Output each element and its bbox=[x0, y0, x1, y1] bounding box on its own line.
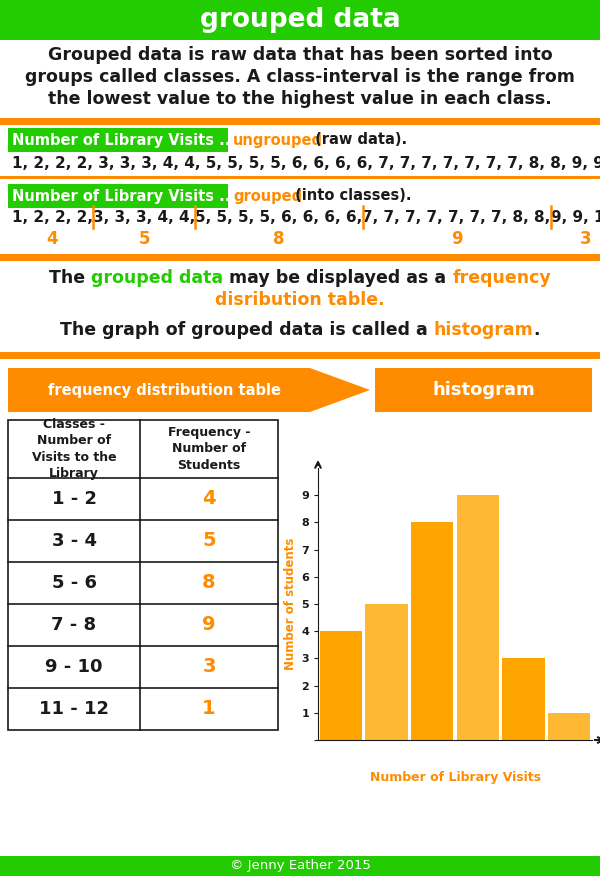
Bar bbox=[0, 856, 600, 876]
Bar bbox=[8, 184, 228, 208]
Text: 5, 5, 5, 5, 6, 6, 6, 6,: 5, 5, 5, 5, 6, 6, 6, 6, bbox=[195, 209, 362, 224]
Bar bbox=[0, 0, 600, 40]
Text: The: The bbox=[49, 269, 91, 287]
Text: Grouped data is raw data that has been sorted into: Grouped data is raw data that has been s… bbox=[47, 46, 553, 64]
Y-axis label: Number of students: Number of students bbox=[284, 538, 297, 670]
Text: frequency: frequency bbox=[452, 269, 551, 287]
Text: 3 - 4: 3 - 4 bbox=[52, 532, 97, 550]
Text: groups called classes. A class-interval is the range from: groups called classes. A class-interval … bbox=[25, 68, 575, 86]
Text: 5 - 6: 5 - 6 bbox=[52, 574, 97, 592]
Text: the lowest value to the highest value in each class.: the lowest value to the highest value in… bbox=[48, 90, 552, 108]
Text: histogram: histogram bbox=[432, 381, 535, 399]
Text: 3: 3 bbox=[580, 230, 592, 248]
Text: 8: 8 bbox=[273, 230, 284, 248]
Bar bbox=[8, 128, 228, 152]
Text: 8: 8 bbox=[202, 574, 216, 592]
X-axis label: Number of Library Visits: Number of Library Visits bbox=[370, 771, 541, 783]
Text: histogram: histogram bbox=[434, 321, 533, 339]
Text: disribution table.: disribution table. bbox=[215, 291, 385, 309]
Text: Frequency -
Number of
Students: Frequency - Number of Students bbox=[168, 426, 250, 472]
Text: 7 - 8: 7 - 8 bbox=[52, 616, 97, 634]
Text: 1, 2, 2, 2, 3, 3, 3, 4, 4, 5, 5, 5, 5, 6, 6, 6, 6, 7, 7, 7, 7, 7, 7, 7, 8, 8, 9,: 1, 2, 2, 2, 3, 3, 3, 4, 4, 5, 5, 5, 5, 6… bbox=[12, 156, 600, 171]
Text: 3, 3, 3, 4, 4,: 3, 3, 3, 4, 4, bbox=[93, 209, 195, 224]
Text: 1 - 2: 1 - 2 bbox=[52, 490, 97, 508]
Bar bbox=[457, 495, 499, 740]
Text: (into classes).: (into classes). bbox=[290, 188, 412, 203]
Bar bbox=[0, 118, 600, 125]
Text: 5: 5 bbox=[202, 532, 216, 550]
Text: Number of Library Visits ...: Number of Library Visits ... bbox=[12, 188, 236, 203]
Text: grouped data: grouped data bbox=[91, 269, 223, 287]
Bar bbox=[320, 632, 362, 740]
Text: may be displayed as a: may be displayed as a bbox=[223, 269, 452, 287]
Text: © Jenny Eather 2015: © Jenny Eather 2015 bbox=[230, 859, 370, 872]
Text: Number of Library Visits ...: Number of Library Visits ... bbox=[12, 132, 236, 147]
Text: 4: 4 bbox=[202, 490, 216, 508]
Bar bbox=[0, 176, 600, 179]
Bar bbox=[8, 420, 278, 730]
Text: ungrouped: ungrouped bbox=[233, 132, 323, 147]
Text: Classes -
Number of
Visits to the
Library: Classes - Number of Visits to the Librar… bbox=[32, 418, 116, 480]
Bar bbox=[0, 352, 600, 359]
Bar bbox=[0, 254, 600, 261]
Text: 1, 2, 2, 2,: 1, 2, 2, 2, bbox=[12, 209, 93, 224]
Text: 3: 3 bbox=[202, 658, 216, 676]
Text: grouped: grouped bbox=[233, 188, 302, 203]
Text: .: . bbox=[533, 321, 540, 339]
Polygon shape bbox=[375, 368, 592, 412]
Bar bbox=[548, 713, 590, 740]
Bar bbox=[502, 659, 545, 740]
Bar bbox=[365, 604, 407, 740]
Polygon shape bbox=[8, 368, 370, 412]
Text: 1: 1 bbox=[202, 700, 216, 718]
Text: (raw data).: (raw data). bbox=[310, 132, 407, 147]
Text: 11 - 12: 11 - 12 bbox=[39, 700, 109, 718]
Text: 5: 5 bbox=[139, 230, 150, 248]
Text: 7, 7, 7, 7, 7, 7, 7, 8, 8,: 7, 7, 7, 7, 7, 7, 7, 8, 8, bbox=[362, 209, 551, 224]
Text: frequency distribution table: frequency distribution table bbox=[49, 383, 281, 398]
Text: 9 - 10: 9 - 10 bbox=[45, 658, 103, 676]
Text: The graph of grouped data is called a: The graph of grouped data is called a bbox=[60, 321, 434, 339]
Text: 9: 9 bbox=[202, 616, 216, 634]
Text: 9: 9 bbox=[451, 230, 463, 248]
Text: 9, 9, 10,: 9, 9, 10, bbox=[551, 209, 600, 224]
Bar bbox=[411, 522, 453, 740]
Text: 4: 4 bbox=[47, 230, 58, 248]
Text: grouped data: grouped data bbox=[200, 7, 400, 33]
